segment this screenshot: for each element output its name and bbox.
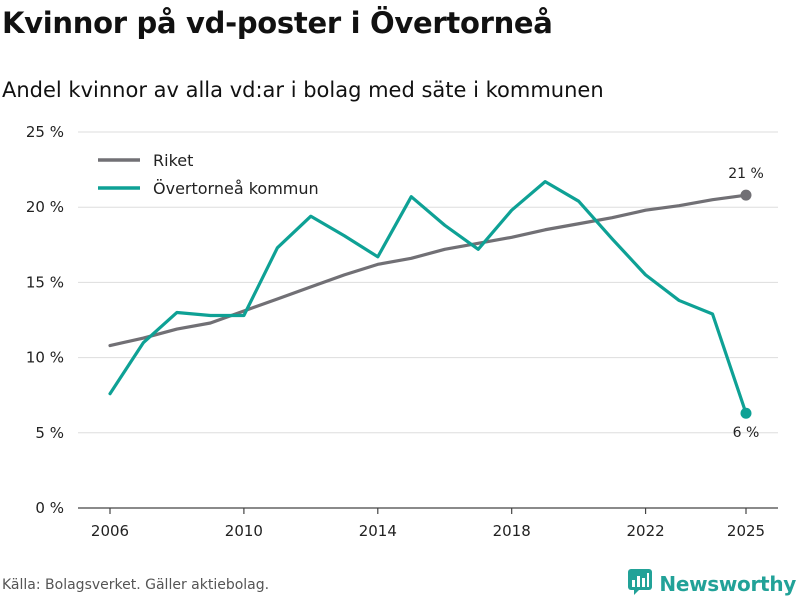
chart-subtitle: Andel kvinnor av alla vd:ar i bolag med … — [2, 78, 604, 102]
series-end-label: 21 % — [728, 166, 764, 182]
brand-name: Newsworthy — [659, 572, 796, 596]
y-tick-label: 10 % — [26, 349, 64, 367]
y-tick-label: 25 % — [26, 123, 64, 141]
y-tick-label: 20 % — [26, 198, 64, 216]
y-tick-label: 5 % — [35, 424, 64, 442]
newsworthy-logo-icon — [627, 568, 653, 600]
x-tick-label: 2018 — [493, 522, 531, 540]
x-tick-label: 2025 — [727, 522, 765, 540]
y-tick-label: 15 % — [26, 273, 64, 291]
series-end-point-0 — [740, 189, 752, 201]
series-line-0 — [108, 193, 748, 348]
legend-label: Riket — [153, 151, 193, 170]
brand-logo: Newsworthy — [627, 568, 796, 600]
x-tick-label: 2022 — [626, 522, 664, 540]
x-tick-label: 2014 — [359, 522, 397, 540]
source-note: Källa: Bolagsverket. Gäller aktiebolag. — [2, 577, 270, 593]
series-end-label: 6 % — [733, 425, 760, 441]
x-tick-label: 2010 — [225, 522, 263, 540]
series-line-1 — [108, 180, 748, 415]
x-tick-label: 2006 — [91, 522, 129, 540]
series-end-point-1 — [740, 407, 752, 419]
legend-label: Övertorneå kommun — [153, 179, 319, 198]
chart-title: Kvinnor på vd-poster i Övertorneå — [2, 6, 553, 40]
y-tick-label: 0 % — [35, 499, 64, 517]
